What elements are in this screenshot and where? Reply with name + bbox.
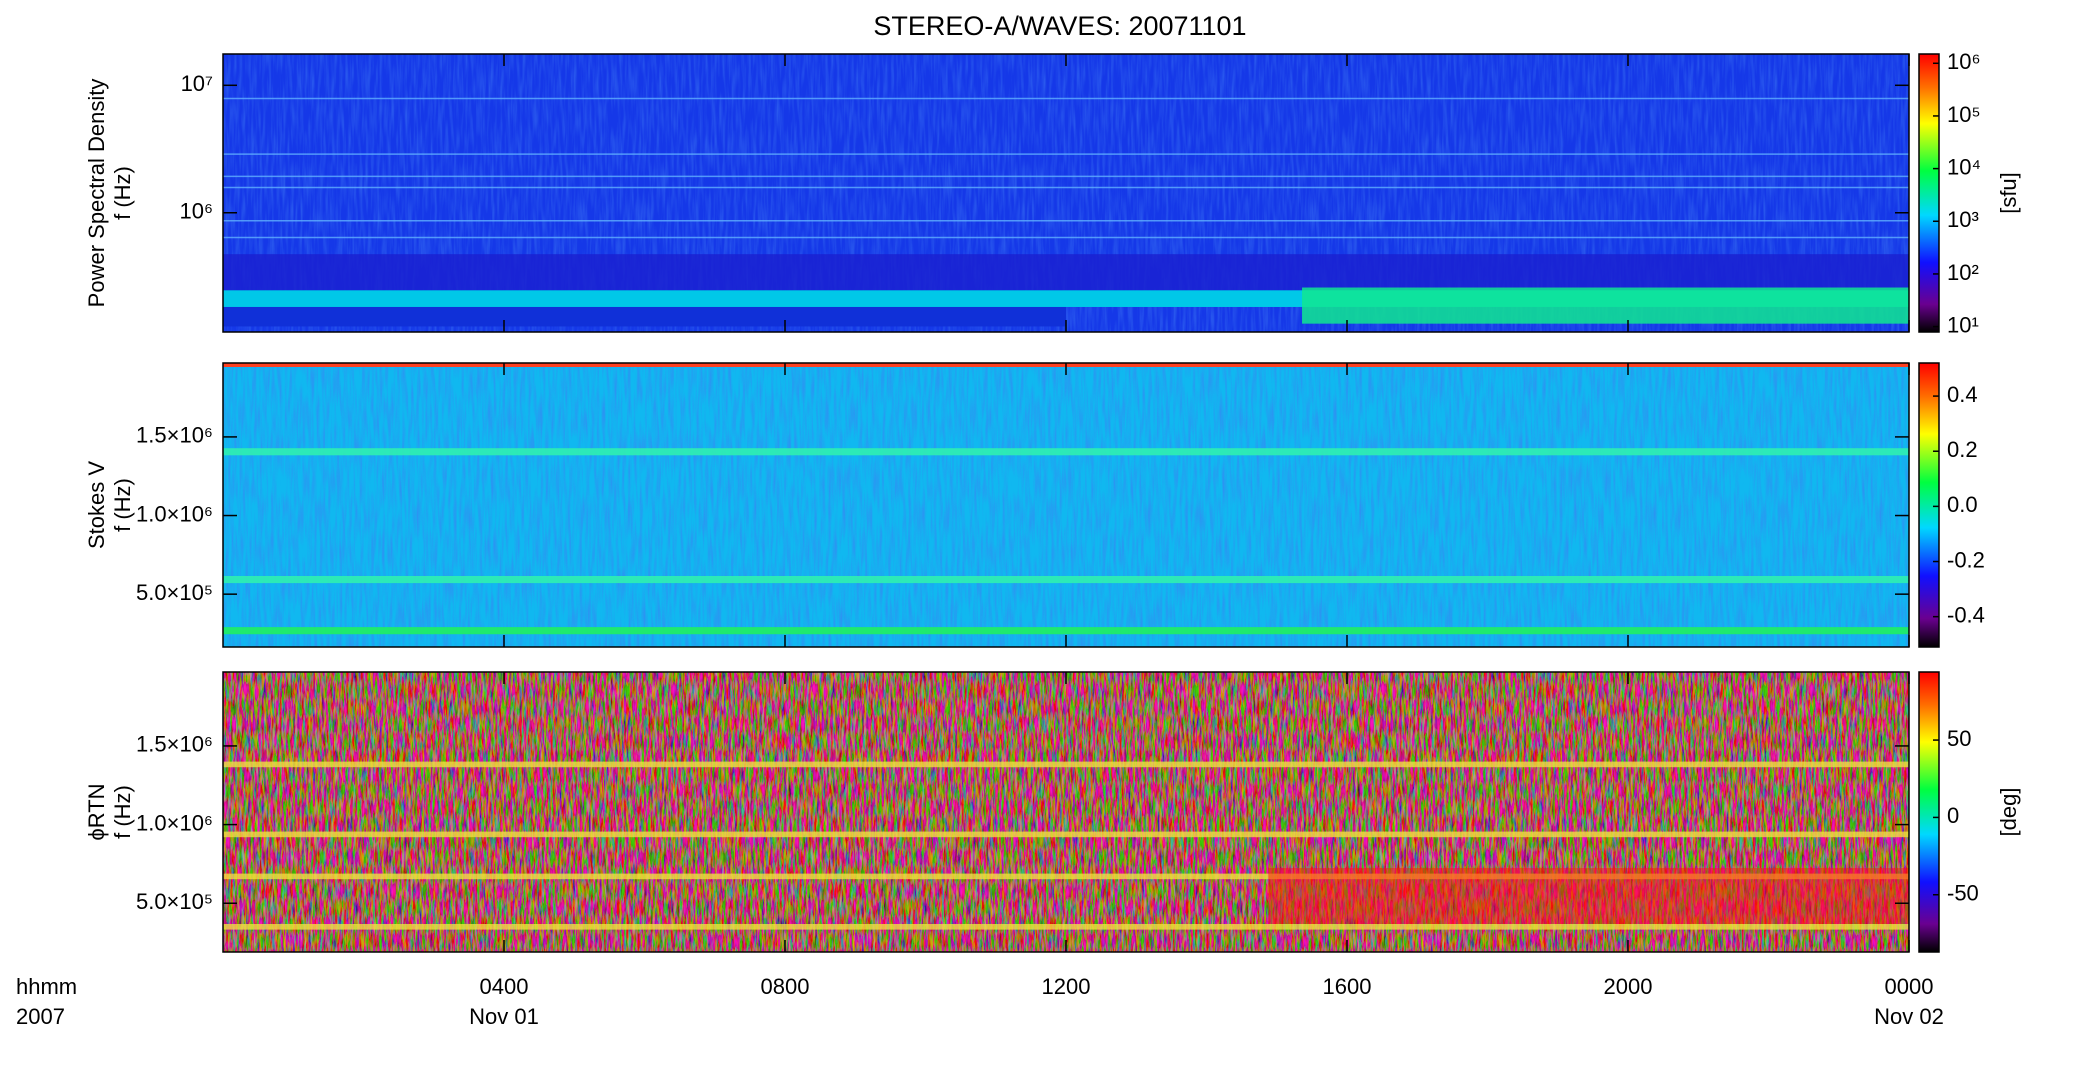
x-date-label: Nov 01 [469, 1004, 539, 1029]
spectrogram-band [223, 873, 1909, 880]
x-tick-label: 1600 [1323, 974, 1372, 999]
y-tick-label: 1.5×10⁶ [136, 732, 213, 757]
spectrogram-band [223, 306, 1066, 327]
x-tick-label: 2000 [1604, 974, 1653, 999]
y-tick-label: 10⁶ [179, 199, 213, 224]
x-tick-label: 1200 [1042, 974, 1091, 999]
spectrogram-band [1302, 287, 1909, 324]
spectrogram-noise [223, 363, 1909, 647]
y-axis-label: ϕRTN [84, 783, 109, 840]
y-tick-label: 10⁷ [181, 71, 213, 96]
spectrogram-band [223, 254, 1909, 294]
colorbar-tick-label: -0.2 [1947, 547, 1985, 572]
colorbar-label: [sfu] [1996, 172, 2021, 214]
spectrogram-band [223, 831, 1909, 838]
y-axis-label: Power Spectral Density [84, 79, 109, 308]
colorbar-tick-label: -50 [1947, 881, 1979, 906]
spectrogram-band [223, 448, 1909, 456]
y-tick-label: 5.0×10⁵ [136, 889, 213, 914]
colorbar-tick-label: 0.0 [1947, 492, 1978, 517]
chart-title: STEREO-A/WAVES: 20071101 [873, 11, 1246, 41]
spectrogram-band [223, 761, 1909, 768]
y-axis-label: f (Hz) [110, 166, 135, 220]
colorbar-tick-label: 10⁴ [1947, 154, 1981, 179]
colorbar-label: [deg] [1996, 788, 2021, 837]
y-tick-label: 1.5×10⁶ [136, 423, 213, 448]
colorbar-tick-label: 10³ [1947, 207, 1979, 232]
spectrogram-band [1268, 868, 1909, 924]
colorbar [1918, 362, 1940, 648]
y-tick-label: 1.0×10⁶ [136, 810, 213, 835]
colorbar-tick-label: 10⁶ [1947, 49, 1981, 74]
spectrogram-band [223, 924, 1909, 930]
x-date-label: Nov 02 [1874, 1004, 1944, 1029]
colorbar [1918, 53, 1940, 333]
colorbar-tick-label: 0.4 [1947, 382, 1978, 407]
x-axis-label: 2007 [16, 1004, 65, 1029]
y-axis-label: f (Hz) [110, 478, 135, 532]
colorbar-tick-label: 0 [1947, 803, 1959, 828]
y-axis-label: Stokes V [84, 461, 109, 549]
colorbar-tick-label: 10¹ [1947, 312, 1979, 337]
y-axis-label: f (Hz) [110, 785, 135, 839]
colorbar-tick-label: 0.2 [1947, 437, 1978, 462]
spectrogram-band [223, 576, 1909, 584]
y-tick-label: 1.0×10⁶ [136, 501, 213, 526]
x-tick-label: 0800 [761, 974, 810, 999]
colorbar-tick-label: 50 [1947, 726, 1971, 751]
colorbar-tick-label: 10⁵ [1947, 102, 1981, 127]
x-tick-label: 0000 [1885, 974, 1934, 999]
x-axis-label: hhmm [16, 974, 77, 999]
colorbar-tick-label: -0.4 [1947, 602, 1985, 627]
x-tick-label: 0400 [480, 974, 529, 999]
colorbar [1918, 671, 1940, 953]
spectrogram-band [223, 627, 1909, 635]
y-tick-label: 5.0×10⁵ [136, 580, 213, 605]
colorbar-tick-label: 10² [1947, 260, 1979, 285]
